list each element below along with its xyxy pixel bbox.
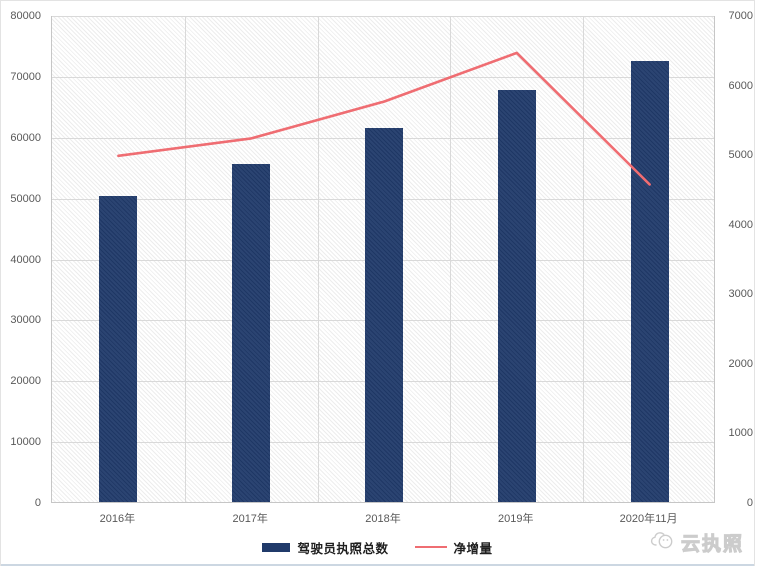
- legend: 驾驶员执照总数 净增量: [1, 538, 754, 556]
- x-axis-label: 2020年11月: [619, 513, 678, 525]
- legend-label: 驾驶员执照总数: [297, 541, 389, 556]
- line-series: [117, 51, 651, 186]
- v-gridline: [583, 16, 585, 502]
- v-gridline: [184, 16, 186, 502]
- y-axis-label-right: 5000: [728, 149, 753, 162]
- y-axis-label-right: 2000: [728, 357, 753, 370]
- bar: [630, 61, 669, 502]
- legend-item-line-series: 净增量: [414, 538, 493, 557]
- bar: [497, 89, 536, 502]
- y-axis-label-left: 40000: [10, 253, 41, 266]
- y-axis-label-left: 20000: [10, 375, 41, 388]
- y-axis-label-right: 0: [746, 497, 753, 509]
- y-axis-label-left: 70000: [10, 70, 41, 83]
- x-axis-label: 2016年: [99, 513, 136, 525]
- bar: [232, 164, 271, 502]
- y-axis-label-left: 10000: [10, 436, 41, 449]
- y-axis-label-right: 7000: [728, 10, 753, 22]
- y-axis-label-left: 50000: [10, 192, 41, 205]
- bar: [99, 196, 138, 502]
- legend-label: 净增量: [453, 541, 493, 556]
- y-axis-label-right: 4000: [728, 218, 753, 231]
- y-axis-label-left: 60000: [10, 131, 41, 144]
- bar: [365, 128, 403, 502]
- y-axis-label-right: 6000: [728, 79, 753, 92]
- legend-item-bar-series: 驾驶员执照总数: [262, 538, 388, 557]
- legend-bar-swatch: [262, 542, 291, 552]
- bottom-rule: [1, 564, 754, 566]
- v-gridline: [317, 16, 319, 502]
- h-gridline: [52, 16, 714, 17]
- h-gridline: [52, 76, 714, 78]
- y-axis-label-right: 3000: [728, 288, 753, 301]
- y-axis-label-left: 0: [34, 497, 41, 509]
- plot-area: [51, 16, 715, 503]
- y-axis-label-left: 80000: [10, 10, 41, 22]
- x-axis-label: 2017年: [232, 513, 268, 525]
- x-axis-label: 2018年: [365, 513, 401, 525]
- y-axis-label-left: 30000: [10, 314, 41, 327]
- y-axis-label-right: 1000: [728, 427, 753, 440]
- legend-line-swatch: [414, 545, 447, 549]
- x-axis-label: 2019年: [498, 513, 534, 525]
- v-gridline: [450, 16, 452, 502]
